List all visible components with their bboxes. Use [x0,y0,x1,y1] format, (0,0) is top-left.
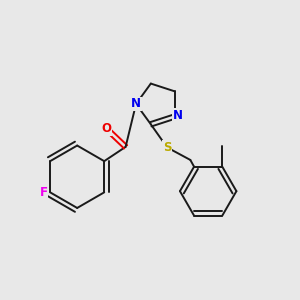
Text: F: F [40,186,48,199]
Text: O: O [101,122,111,135]
Text: S: S [163,141,171,154]
Text: N: N [131,98,141,110]
Text: N: N [173,109,183,122]
